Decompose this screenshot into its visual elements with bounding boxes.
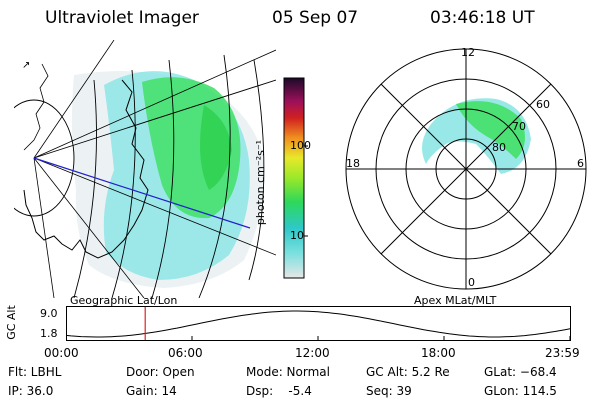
time-label: 03:46:18 UT [430,8,535,28]
altitude-curve [66,310,571,338]
sun-direction-icon: ↗ [22,60,30,71]
mlt-label-18: 18 [346,157,360,170]
geographic-map: ↗ [14,40,276,298]
timeline-ytick-top: 9.0 [40,307,58,320]
polar-bright-region [456,101,525,159]
right-panel-caption: Apex MLat/MLT [414,294,497,307]
seq-status: Seq: 39 [366,384,412,398]
timeline-xtick-0000: 00:00 [44,346,79,360]
colorbar-label: photon cm⁻²s⁻¹ [254,139,268,226]
lat-label-60: 60 [536,98,550,111]
colorbar-tick-10: 10 [290,229,304,242]
latitude-arc [248,59,265,281]
timeline-xtick-1800: 18:00 [421,346,456,360]
timeline-ytick-bottom: 1.8 [40,327,58,340]
pole-circle [14,99,75,217]
latitude-arc [198,54,231,298]
coastline [23,79,149,259]
altitude-timeline [66,306,571,341]
latitude-arc [73,79,97,298]
colorbar-tick-100: 100 [290,139,311,152]
glat-status: GLat: −68.4 [484,365,557,379]
lat-label-80: 80 [492,141,506,154]
mlt-label-12: 12 [461,46,475,59]
gc-alt-status: GC Alt: 5.2 Re [366,365,450,379]
filter-status: Flt: LBHL [8,365,62,379]
left-panel-caption: Geographic Lat/Lon [70,294,178,307]
timeline-xtick-0600: 06:00 [168,346,203,360]
timeline-ylabel: GC Alt [4,305,18,340]
gain-status: Gain: 14 [126,384,177,398]
mode-status: Mode: Normal [246,365,330,379]
color-bar [283,77,308,279]
mlt-label-6: 6 [577,157,584,170]
instrument-title: Ultraviolet Imager [45,8,199,28]
orbit-track-line [33,157,251,229]
ip-status: IP: 36.0 [8,384,54,398]
lat-label-70: 70 [512,120,526,133]
date-label: 05 Sep 07 [272,8,359,28]
timeline-xtick-2359: 23:59 [545,346,580,360]
meridian-line [33,79,276,159]
latitude-arc [111,69,136,298]
timeline-xtick-1200: 12:00 [295,346,330,360]
mlt-label-0: 0 [468,276,475,289]
glon-status: GLon: 114.5 [484,384,557,398]
latitude-arc [151,59,175,298]
door-status: Door: Open [126,365,195,379]
dsp-status: Dsp: -5.4 [246,384,312,398]
polar-plot [345,48,587,290]
